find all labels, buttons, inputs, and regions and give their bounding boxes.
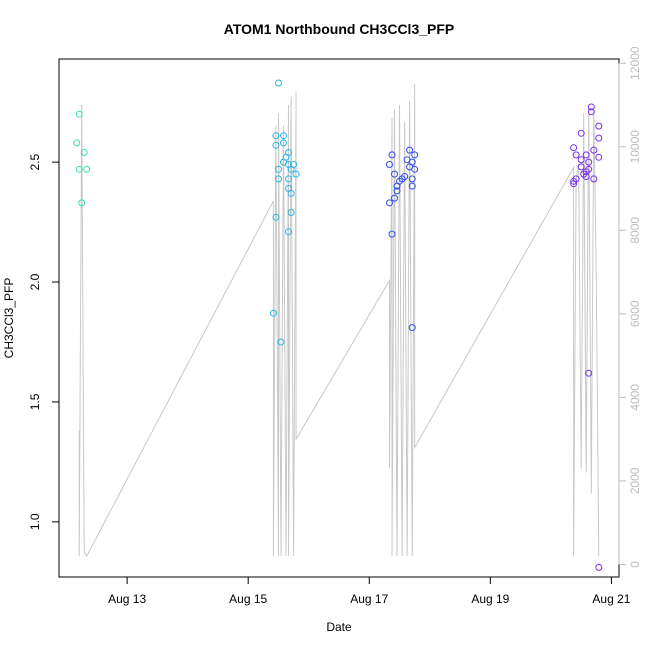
points-layer: [73, 79, 603, 571]
data-point: [585, 369, 593, 377]
data-point: [570, 180, 578, 188]
secondary-y-tick-label: 0: [628, 561, 642, 568]
data-point: [595, 134, 603, 142]
altitude-line-layer: [78, 84, 600, 558]
data-point: [411, 151, 419, 159]
data-point: [595, 153, 603, 161]
x-tick-label: Aug 15: [229, 592, 267, 606]
data-point: [292, 170, 300, 178]
data-point: [78, 199, 86, 207]
secondary-y-axis: 0 2000 4000 6000 8000 10000 12000: [618, 46, 642, 568]
data-point: [280, 132, 287, 140]
data-point: [277, 338, 285, 346]
data-point: [272, 141, 280, 149]
y-tick-label: 2.5: [28, 153, 42, 170]
x-axis: Aug 13 Aug 15 Aug 17 Aug 19 Aug 21: [108, 576, 631, 606]
data-point: [582, 173, 590, 180]
data-point: [577, 163, 585, 171]
x-tick-label: Aug 17: [350, 592, 388, 606]
data-point: [570, 144, 578, 152]
data-point: [275, 79, 282, 87]
data-point: [582, 151, 590, 159]
y-axis-label: CH3CCl3_PFP: [2, 278, 16, 359]
data-point: [577, 129, 585, 137]
y-axis: 1.0 1.5 2.0 2.5: [28, 153, 60, 530]
data-point: [272, 213, 280, 221]
data-point: [388, 230, 396, 238]
data-point: [285, 175, 292, 183]
plot-frame: [58, 58, 620, 578]
altitude-series-line: [78, 84, 600, 558]
data-point: [269, 309, 277, 317]
data-point: [275, 165, 282, 173]
data-point: [285, 228, 292, 236]
x-tick-label: Aug 21: [592, 592, 630, 606]
data-point: [287, 165, 295, 173]
data-point: [590, 175, 598, 183]
data-point: [287, 209, 295, 216]
y-tick-label: 1.5: [28, 393, 42, 410]
data-point: [570, 177, 578, 185]
x-tick-label: Aug 19: [471, 592, 509, 606]
y-tick-label: 2.0: [28, 273, 42, 290]
data-point: [83, 165, 91, 173]
data-point: [391, 170, 398, 178]
data-point: [408, 182, 416, 190]
data-point: [587, 103, 595, 111]
x-tick-label: Aug 13: [108, 592, 146, 606]
secondary-y-tick-label: 4000: [628, 384, 642, 411]
data-point: [280, 139, 287, 147]
data-point: [585, 158, 593, 166]
data-point: [577, 156, 585, 164]
data-point: [73, 139, 81, 147]
x-axis-label: Date: [326, 620, 352, 634]
data-point: [386, 161, 393, 168]
secondary-y-tick-label: 12000: [628, 46, 642, 80]
data-point: [393, 182, 401, 190]
y-tick-label: 1.0: [28, 513, 42, 530]
data-point: [590, 146, 598, 154]
data-point: [388, 151, 396, 159]
data-point: [411, 165, 419, 173]
data-point: [275, 175, 282, 183]
data-point: [572, 151, 580, 159]
data-point: [75, 165, 83, 173]
data-point: [595, 563, 603, 571]
data-point: [75, 110, 83, 118]
data-point: [391, 194, 398, 202]
data-point: [408, 324, 416, 332]
secondary-y-tick-label: 8000: [628, 217, 642, 244]
data-point: [393, 187, 401, 195]
secondary-y-tick-label: 10000: [628, 130, 642, 164]
data-point: [272, 132, 280, 140]
chart-title: ATOM1 Northbound CH3CCl3_PFP: [224, 21, 455, 37]
data-point: [80, 149, 88, 156]
data-point: [406, 146, 414, 154]
data-point: [386, 199, 393, 207]
data-point: [408, 175, 416, 183]
secondary-y-tick-label: 6000: [628, 300, 642, 327]
data-point: [595, 122, 603, 130]
secondary-y-tick-label: 2000: [628, 467, 642, 494]
data-point: [287, 189, 295, 197]
data-point: [587, 108, 595, 116]
